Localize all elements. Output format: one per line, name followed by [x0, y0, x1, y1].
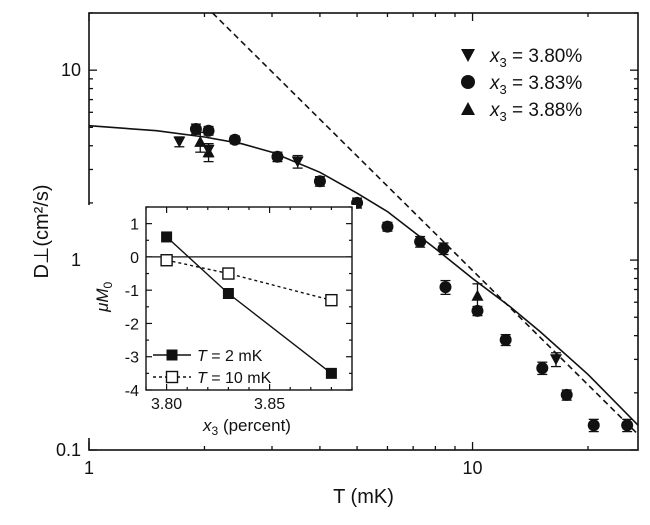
inset-ylabel-var: μM: [93, 288, 112, 313]
inset-legend-var: T: [197, 348, 208, 365]
legend-var: x: [489, 46, 501, 67]
x-tick-label: 1: [84, 458, 94, 478]
data-point-triangle-down: [549, 354, 562, 366]
data-point-circle: [414, 235, 427, 248]
data-point-circle: [536, 362, 549, 375]
data-point-triangle-down: [291, 156, 304, 168]
inset-legend-var: T: [197, 370, 208, 387]
legend-sub: 3: [500, 55, 507, 70]
x-tick-label: 10: [463, 458, 483, 478]
data-point-circle: [499, 333, 512, 346]
inset-y-tick-label: 1: [130, 217, 139, 234]
solid-fit-line: [89, 124, 638, 426]
inset-background: [82, 205, 356, 438]
inset-legend-entry: T = 2 mK: [197, 348, 263, 365]
legend-marker: [461, 49, 475, 62]
inset-legend-rest: = 2 mK: [207, 348, 263, 365]
legend-sub: 3: [500, 109, 507, 124]
legend-entry: x3 = 3.80%: [489, 46, 582, 70]
inset-legend-entry: T = 10 mK: [197, 370, 272, 387]
data-point-circle: [621, 419, 634, 432]
data-point-circle: [202, 124, 215, 137]
inset-y-tick-label: -4: [125, 383, 139, 400]
inset-xlabel-var: x: [202, 416, 212, 435]
y-tick-label: 10: [61, 60, 81, 80]
x-axis-label: T (mK): [333, 486, 394, 508]
data-point-triangle-up: [194, 135, 207, 147]
inset-x-tick-label: 3.80: [151, 396, 182, 413]
inset-legend-rest: = 10 mK: [207, 370, 272, 387]
data-point-triangle-up: [202, 146, 215, 158]
inset-y-tick-label: -2: [125, 316, 139, 333]
inset-legend-marker: [166, 349, 178, 361]
legend-entry: x3 = 3.88%: [489, 100, 582, 124]
inset-x-axis-label: x3 (percent): [202, 416, 291, 438]
data-point-triangle-up: [471, 289, 484, 301]
inset-series-line: [166, 259, 332, 301]
data-point-circle: [228, 133, 241, 146]
y-axis-label: D⊥(cm²/s): [31, 184, 53, 278]
inset-y-tick-label: -3: [125, 350, 139, 367]
inset-y-axis-label: μM0: [93, 281, 115, 312]
legend-value: = 3.83%: [507, 73, 583, 94]
data-point-circle: [271, 150, 284, 163]
legend-marker: [461, 102, 475, 115]
data-point-circle: [560, 388, 573, 401]
legend-var: x: [489, 100, 501, 121]
legend-value: = 3.80%: [507, 46, 583, 67]
inset-point-open-square: [325, 293, 338, 307]
data-point-circle: [587, 419, 600, 432]
data-point-circle: [439, 281, 452, 294]
legend-value: = 3.88%: [507, 100, 583, 121]
inset-ylabel-sub: 0: [101, 281, 115, 288]
y-tick-label: 0.1: [56, 440, 81, 460]
inset-x-tick-label: 3.85: [254, 396, 285, 413]
inset-xlabel-sub: 3: [212, 424, 219, 438]
legend-sub: 3: [500, 82, 507, 97]
data-point-circle: [471, 304, 484, 317]
legend-marker: [461, 75, 475, 89]
data-point-circle: [437, 242, 450, 255]
inset-point-filled-square: [161, 231, 173, 243]
inset-xlabel-rest: (percent): [218, 416, 291, 435]
inset-y-tick-label: 0: [130, 250, 139, 267]
data-point-circle: [381, 220, 394, 233]
data-point-circle: [313, 175, 326, 188]
legend-entry: x3 = 3.83%: [489, 73, 582, 97]
inset-legend-marker: [165, 370, 179, 384]
inset-point-open-square: [160, 254, 173, 267]
inset-y-tick-label: -1: [125, 283, 139, 300]
legend-var: x: [489, 73, 501, 94]
y-tick-label: 1: [71, 250, 81, 270]
inset-point-filled-square: [325, 367, 337, 379]
data-point-triangle-down: [173, 136, 186, 148]
inset-point-open-square: [222, 267, 235, 280]
inset-point-filled-square: [222, 288, 234, 300]
